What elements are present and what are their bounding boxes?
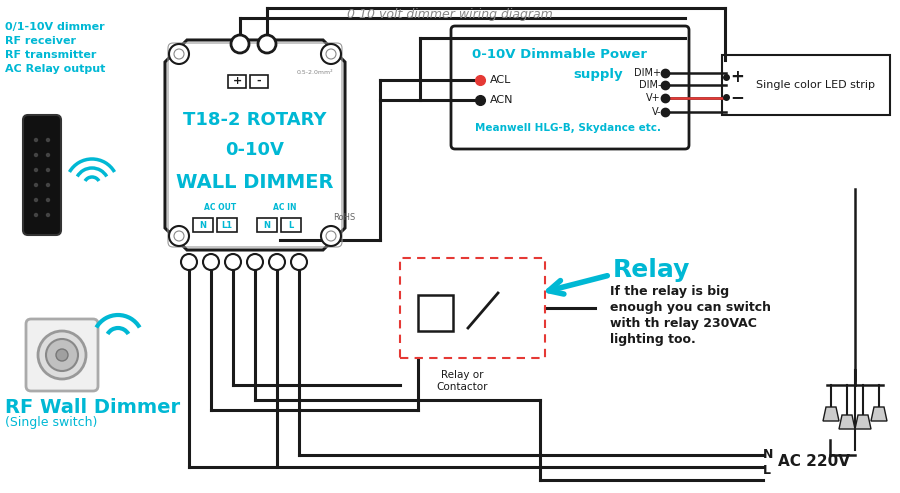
Circle shape	[321, 44, 341, 64]
Bar	[400, 258, 545, 358]
Text: 0-10V Dimmable Power: 0-10V Dimmable Power	[472, 48, 647, 61]
Bar	[418, 295, 453, 331]
Text: N: N	[200, 220, 206, 230]
Circle shape	[181, 254, 197, 270]
Text: RF receiver: RF receiver	[5, 36, 76, 46]
Circle shape	[169, 226, 189, 246]
Circle shape	[258, 35, 276, 53]
Text: enough you can switch: enough you can switch	[610, 301, 771, 314]
Text: Single color LED strip: Single color LED strip	[757, 80, 876, 90]
Circle shape	[269, 254, 285, 270]
Circle shape	[225, 254, 241, 270]
Text: AC OUT: AC OUT	[204, 204, 236, 212]
Circle shape	[34, 198, 38, 202]
Text: Relay or
Contactor: Relay or Contactor	[436, 370, 488, 391]
Circle shape	[46, 138, 50, 142]
Circle shape	[34, 168, 38, 172]
Circle shape	[46, 198, 50, 202]
FancyBboxPatch shape	[26, 319, 98, 391]
Polygon shape	[823, 407, 839, 421]
Text: N: N	[763, 449, 773, 461]
Circle shape	[321, 226, 341, 246]
Text: +: +	[232, 76, 241, 86]
Circle shape	[34, 213, 38, 217]
Text: ACN: ACN	[490, 95, 514, 105]
Text: 0 10 volt dimmer wiring diagram: 0 10 volt dimmer wiring diagram	[347, 8, 553, 21]
Text: with th relay 230VAC: with th relay 230VAC	[610, 317, 757, 330]
Text: WALL DIMMER: WALL DIMMER	[176, 174, 334, 192]
Bar	[217, 218, 237, 232]
Text: ACL: ACL	[490, 75, 511, 85]
Text: RoHS: RoHS	[333, 212, 356, 221]
Circle shape	[46, 213, 50, 217]
FancyBboxPatch shape	[23, 115, 61, 235]
Bar	[193, 218, 213, 232]
Text: L: L	[288, 220, 293, 230]
Text: 0.5-2.0mm²: 0.5-2.0mm²	[297, 70, 334, 75]
Circle shape	[231, 35, 249, 53]
Text: lighting too.: lighting too.	[610, 333, 696, 346]
Circle shape	[247, 254, 263, 270]
Polygon shape	[855, 415, 871, 429]
Text: V-: V-	[652, 107, 661, 117]
Text: 0/1-10V dimmer: 0/1-10V dimmer	[5, 22, 104, 32]
Text: L1: L1	[221, 220, 232, 230]
Text: Relay: Relay	[613, 258, 690, 282]
Text: RF transmitter: RF transmitter	[5, 50, 96, 60]
Text: AC IN: AC IN	[274, 204, 297, 212]
Polygon shape	[871, 407, 887, 421]
Bar	[281, 218, 301, 232]
Circle shape	[203, 254, 219, 270]
Bar	[228, 75, 246, 88]
Text: 0-10V: 0-10V	[226, 141, 284, 159]
Text: -: -	[256, 76, 261, 86]
Polygon shape	[165, 40, 345, 250]
Circle shape	[34, 183, 38, 187]
Circle shape	[34, 138, 38, 142]
Text: Meanwell HLG-B, Skydance etc.: Meanwell HLG-B, Skydance etc.	[475, 123, 661, 133]
Circle shape	[46, 183, 50, 187]
Text: DIM+: DIM+	[634, 68, 661, 78]
Bar	[250, 75, 268, 88]
Text: RF Wall Dimmer: RF Wall Dimmer	[5, 398, 180, 417]
Circle shape	[34, 153, 38, 157]
Circle shape	[169, 44, 189, 64]
Text: (Single switch): (Single switch)	[5, 416, 97, 429]
Circle shape	[56, 349, 68, 361]
Text: V+: V+	[646, 93, 661, 103]
Text: If the relay is big: If the relay is big	[610, 285, 729, 298]
Text: AC Relay output: AC Relay output	[5, 64, 105, 74]
Circle shape	[38, 331, 86, 379]
Circle shape	[46, 168, 50, 172]
Text: supply: supply	[573, 68, 623, 81]
Text: AC 220V: AC 220V	[778, 455, 850, 469]
Text: L: L	[763, 463, 771, 477]
Bar	[257, 218, 277, 232]
Polygon shape	[839, 415, 855, 429]
Text: DIM-: DIM-	[638, 80, 661, 90]
Circle shape	[291, 254, 307, 270]
Text: +: +	[730, 68, 744, 86]
Text: T18-2 ROTARY: T18-2 ROTARY	[184, 111, 327, 129]
Circle shape	[46, 339, 78, 371]
Bar	[722, 55, 890, 115]
Text: N: N	[264, 220, 271, 230]
Circle shape	[46, 153, 50, 157]
FancyBboxPatch shape	[451, 26, 689, 149]
Text: −: −	[730, 88, 744, 106]
